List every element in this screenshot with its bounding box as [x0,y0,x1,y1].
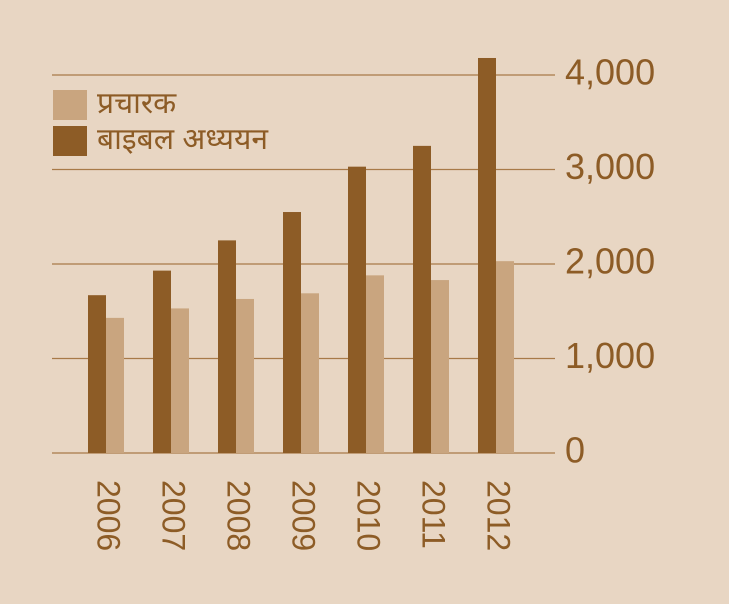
x-tick-label: 2007 [156,480,192,551]
bar [218,240,236,453]
x-tick-label: 2010 [351,480,387,551]
bar [88,295,106,453]
y-tick-label: 0 [565,430,585,471]
x-tick-label: 2009 [286,480,322,551]
legend-swatch [53,126,87,156]
legend-swatch [53,90,87,120]
legend-label: बाइबल अध्ययन [97,123,269,156]
bar [366,275,384,453]
x-tick-label: 2011 [416,480,452,549]
y-tick-label: 3,000 [565,146,655,187]
bar [236,298,254,453]
y-tick-label: 2,000 [565,241,655,282]
y-tick-label: 1,000 [565,335,655,376]
bar [431,280,449,453]
bar [301,293,319,453]
legend-label: प्रचारक [97,87,177,120]
bar [153,270,171,453]
bar [348,166,366,454]
x-tick-label: 2012 [481,480,517,551]
x-tick-label: 2008 [221,480,257,551]
bar [283,212,301,453]
bar [478,57,496,454]
bar [496,261,514,453]
bar [106,317,124,453]
bar [171,308,189,453]
bar [413,145,431,453]
x-tick-label: 2006 [91,480,127,551]
y-tick-label: 4,000 [565,52,655,93]
